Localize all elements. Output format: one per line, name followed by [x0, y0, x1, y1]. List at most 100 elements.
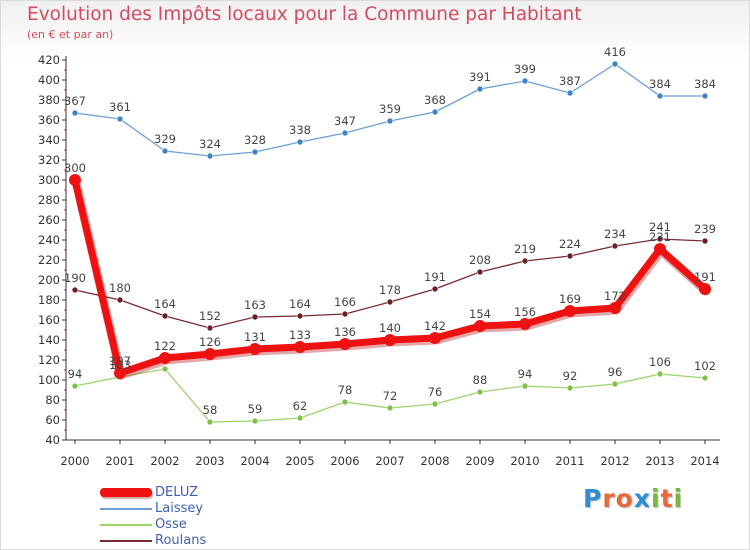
y-minor-dot — [64, 109, 66, 111]
logo-letter: r — [602, 484, 616, 513]
data-label-roulans: 164 — [154, 297, 176, 311]
x-tick-label: 2014 — [690, 454, 719, 468]
data-label-roulans: 224 — [559, 237, 581, 251]
data-label-laissey: 399 — [514, 62, 536, 76]
x-tick-label: 2003 — [195, 454, 224, 468]
x-tick-label: 2008 — [420, 454, 449, 468]
data-label-deluz: 300 — [64, 161, 86, 175]
data-label-osse: 59 — [248, 402, 263, 416]
y-tick-label: 160 — [38, 313, 60, 327]
y-tick-label: 180 — [38, 293, 60, 307]
y-minor-dot — [64, 69, 66, 71]
data-label-deluz: 156 — [514, 305, 536, 319]
y-minor-dot — [64, 169, 66, 171]
y-tick-label: 340 — [38, 133, 60, 147]
data-label-roulans: 164 — [289, 297, 311, 311]
data-label-roulans: 191 — [424, 270, 446, 284]
data-point-laissey — [116, 115, 124, 123]
y-minor-dot — [64, 209, 66, 211]
data-label-laissey: 359 — [379, 102, 401, 116]
data-point-laissey — [701, 92, 709, 100]
data-label-deluz: 136 — [334, 325, 356, 339]
y-minor-dot — [64, 89, 66, 91]
data-point-deluz — [564, 305, 576, 317]
data-label-deluz: 131 — [244, 330, 266, 344]
data-label-deluz: 191 — [694, 270, 716, 284]
data-label-deluz: 172 — [604, 289, 626, 303]
y-minor-dot — [64, 429, 66, 431]
data-point-deluz — [204, 348, 216, 360]
y-tick-label: 220 — [38, 253, 60, 267]
data-point-osse — [296, 414, 304, 422]
data-point-roulans — [476, 268, 484, 276]
data-point-laissey — [611, 60, 619, 68]
data-label-osse: 76 — [428, 385, 443, 399]
logo-letter: P — [583, 484, 603, 513]
data-label-osse: 72 — [383, 389, 398, 403]
y-tick-label: 260 — [38, 213, 60, 227]
data-label-osse: 78 — [338, 383, 353, 397]
data-point-roulans — [71, 286, 79, 294]
data-point-deluz — [159, 352, 171, 364]
data-point-laissey — [566, 89, 574, 97]
data-point-osse — [566, 384, 574, 392]
data-label-deluz: 231 — [649, 230, 671, 244]
data-point-roulans — [341, 310, 349, 318]
data-point-deluz — [699, 283, 711, 295]
logo-letter: t — [660, 484, 674, 513]
data-point-roulans — [566, 252, 574, 260]
data-point-osse — [476, 388, 484, 396]
x-tick-label: 2004 — [240, 454, 269, 468]
data-point-deluz — [69, 174, 81, 186]
y-minor-dot — [64, 189, 66, 191]
data-point-osse — [611, 380, 619, 388]
chart-subtitle: (en € et par an) — [27, 28, 114, 41]
y-minor-dot — [64, 349, 66, 351]
data-label-deluz: 107 — [109, 354, 131, 368]
data-label-roulans: 190 — [64, 271, 86, 285]
y-minor-dot — [64, 149, 66, 151]
x-tick-label: 2010 — [510, 454, 539, 468]
data-label-deluz: 140 — [379, 321, 401, 335]
data-point-osse — [431, 400, 439, 408]
data-label-laissey: 328 — [244, 133, 266, 147]
data-label-roulans: 166 — [334, 295, 356, 309]
data-label-laissey: 361 — [109, 100, 131, 114]
y-tick-label: 100 — [38, 373, 60, 387]
x-tick-label: 2001 — [105, 454, 134, 468]
x-tick-label: 2012 — [600, 454, 629, 468]
data-label-osse: 102 — [694, 359, 716, 373]
data-point-laissey — [251, 148, 259, 156]
data-point-laissey — [386, 117, 394, 125]
data-point-deluz — [609, 302, 621, 314]
data-point-laissey — [431, 108, 439, 116]
data-label-roulans: 178 — [379, 283, 401, 297]
data-label-deluz: 169 — [559, 292, 581, 306]
data-label-osse: 58 — [203, 403, 218, 417]
data-label-laissey: 324 — [199, 137, 221, 151]
logo-letter: i — [673, 484, 684, 513]
data-point-deluz — [519, 318, 531, 330]
data-point-osse — [251, 417, 259, 425]
y-tick-label: 60 — [45, 413, 60, 427]
x-tick-label: 2011 — [555, 454, 584, 468]
data-point-deluz — [654, 243, 666, 255]
data-label-roulans: 208 — [469, 253, 491, 267]
y-minor-dot — [64, 309, 66, 311]
y-tick-label: 420 — [38, 53, 60, 67]
data-point-deluz — [384, 334, 396, 346]
y-minor-dot — [64, 389, 66, 391]
data-point-deluz — [249, 343, 261, 355]
data-point-laissey — [476, 85, 484, 93]
x-tick-label: 2009 — [465, 454, 494, 468]
legend-swatch-deluz — [100, 488, 152, 497]
y-minor-dot — [64, 129, 66, 131]
y-tick-label: 200 — [38, 273, 60, 287]
y-minor-dot — [64, 249, 66, 251]
data-label-roulans: 219 — [514, 242, 536, 256]
data-label-laissey: 391 — [469, 70, 491, 84]
data-point-osse — [656, 370, 664, 378]
data-point-roulans — [206, 324, 214, 332]
logo-letter: i — [651, 484, 661, 513]
